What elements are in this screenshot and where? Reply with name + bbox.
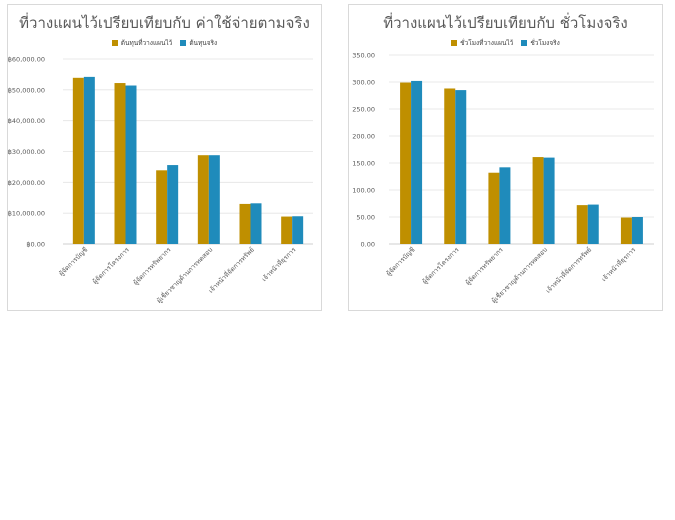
y-tick-label: ฿10,000.00 [8, 210, 45, 218]
y-tick-label: 250.00 [352, 106, 375, 114]
bar-planned [281, 216, 293, 244]
hours-plot: 0.00 50.00 100.00 150.00 200.00 250.00 300.00 3… [352, 52, 654, 305]
bar-actual [167, 165, 179, 244]
bar-actual [83, 76, 95, 244]
bar-actual [499, 167, 511, 244]
legend-label-actual: ชั่วโมงจริง [530, 39, 560, 47]
x-tick-label: ผู้จัดการทรัพยากร [132, 245, 173, 286]
y-tick-label: 50.00 [356, 214, 375, 222]
bar-planned [620, 217, 632, 244]
y-tick-label: ฿20,000.00 [8, 179, 45, 187]
y-tick-label: 350.00 [352, 52, 375, 60]
bar-actual [292, 216, 304, 244]
bar-planned [400, 82, 412, 244]
bar-planned [532, 157, 544, 244]
bar-actual [543, 157, 555, 244]
legend-swatch-actual [521, 40, 528, 46]
bar-planned [444, 88, 456, 244]
y-tick-label: 0.00 [361, 241, 375, 249]
cost-chart: ที่วางแผนไว้เปรียบเทียบกับ ค่าใช้จ่ายตาม… [7, 4, 322, 311]
bar-planned [239, 203, 251, 244]
x-tick-label: ผู้จัดการบัญชี [385, 245, 417, 277]
y-tick-label: 100.00 [352, 187, 375, 195]
legend-label-actual: ต้นทุนจริง [189, 39, 218, 47]
y-tick-label: ฿60,000.00 [8, 56, 45, 64]
y-tick-label: ฿30,000.00 [8, 148, 45, 156]
x-tick-label: ผู้จัดการโครงการ [421, 245, 461, 285]
bar-planned [488, 172, 500, 244]
y-tick-label: ฿0.00 [26, 241, 45, 249]
bar-planned [156, 170, 168, 244]
bar-actual [250, 203, 262, 244]
legend-label-planned: ต้นทุนที่วางแผนไว้ [120, 39, 173, 47]
legend-item-planned: ต้นทุนที่วางแผนไว้ [111, 38, 173, 48]
x-tick-label: เจ้าหน้าที่จัดการทรัพย์ [206, 245, 256, 295]
legend: ชั่วโมงที่วางแผนไว้ ชั่วโมงจริง [349, 38, 662, 48]
bar-actual [125, 85, 137, 245]
y-tick-label: ฿50,000.00 [8, 86, 45, 94]
x-tick-label: เจ้าหน้าที่ธุรการ [599, 245, 637, 283]
legend-swatch-planned [111, 40, 118, 46]
bar-actual [411, 80, 423, 244]
x-tick-label: เจ้าหน้าที่ธุรการ [259, 245, 297, 283]
legend-swatch-planned [451, 40, 458, 46]
legend-swatch-actual [180, 40, 187, 46]
legend-item-actual: ต้นทุนจริง [180, 38, 217, 48]
bar-planned [114, 83, 126, 244]
bar-actual [208, 155, 220, 244]
bar-actual [631, 217, 643, 244]
x-tick-label: เจ้าหน้าที่จัดการทรัพย์ [543, 245, 593, 295]
chart-title: ที่วางแผนไว้เปรียบเทียบกับ ค่าใช้จ่ายตาม… [19, 14, 310, 32]
chart-title: ที่วางแผนไว้เปรียบเทียบกับ ชั่วโมงจริง [383, 14, 628, 32]
y-tick-label: 300.00 [352, 79, 375, 87]
legend-label-planned: ชั่วโมงที่วางแผนไว้ [460, 39, 514, 47]
y-tick-label: ฿40,000.00 [8, 117, 45, 125]
hours-chart: ที่วางแผนไว้เปรียบเทียบกับ ชั่วโมงจริง ช… [348, 4, 663, 311]
legend-item-planned: ชั่วโมงที่วางแผนไว้ [451, 38, 513, 48]
legend: ต้นทุนที่วางแผนไว้ ต้นทุนจริง [8, 38, 321, 48]
cost-plot: ฿0.00 ฿10,000.00 ฿20,000.00 ฿30,000.00 ฿40,0… [8, 56, 313, 305]
x-tick-label: ผู้จัดการบัญชี [57, 245, 89, 277]
y-tick-label: 200.00 [352, 133, 375, 141]
bar-planned [72, 77, 84, 244]
legend-item-actual: ชั่วโมงจริง [521, 38, 560, 48]
bar-actual [587, 204, 599, 244]
y-tick-label: 150.00 [352, 160, 375, 168]
x-tick-label: ผู้จัดการโครงการ [91, 245, 131, 285]
bar-actual [455, 90, 467, 244]
x-tick-label: ผู้จัดการทรัพยากร [464, 245, 505, 286]
bar-planned [197, 155, 209, 244]
bar-planned [576, 205, 588, 244]
